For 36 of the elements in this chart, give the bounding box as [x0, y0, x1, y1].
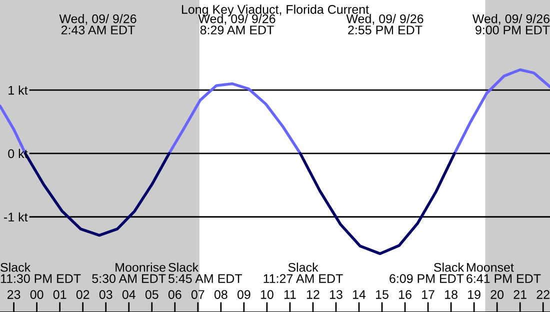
x-tick-label: 02 — [76, 290, 90, 299]
x-tick-label: 09 — [237, 290, 250, 299]
annotation: Slack 11:30 PM EDT — [0, 262, 81, 284]
x-tick-label: 14 — [353, 290, 366, 299]
x-tick-label: 12 — [306, 290, 320, 299]
annotation: Slack 5:45 AM EDT — [168, 262, 242, 284]
x-tick-label: 15 — [376, 290, 388, 299]
x-tick-label: 06 — [168, 290, 182, 299]
x-tick-label: 23 — [7, 290, 20, 299]
x-tick-label: 11 — [284, 290, 296, 299]
annotation: Slack 11:27 AM EDT — [264, 262, 343, 283]
x-tick-label: 04 — [122, 290, 136, 299]
annotation: Moonset 6:41 PM EDT — [466, 263, 541, 284]
annotation: Wed, 09/ 9/26 2:55 PM EDT — [346, 14, 424, 34]
x-tick-label: 17 — [422, 290, 434, 299]
annotation: Slack 6:09 PM EDT — [390, 262, 464, 284]
annotation: Wed, 09/ 9/26 9:00 PM EDT — [472, 14, 550, 34]
x-tick-label: 22 — [536, 290, 550, 299]
annotation: Wed, 09/ 9/26 2:43 AM EDT — [59, 14, 136, 34]
x-tick-label: 05 — [145, 290, 158, 299]
x-tick-label: 08 — [214, 290, 228, 299]
x-tick-label: 07 — [191, 290, 204, 299]
y-tick-label: 1 kt — [8, 86, 28, 95]
x-tick-label: 21 — [514, 290, 526, 299]
y-tick-label: 0 kt — [8, 148, 28, 158]
annotation: Moonrise 5:30 AM EDT — [92, 262, 166, 284]
x-tick-label: 19 — [468, 290, 480, 299]
x-tick-label: 00 — [30, 290, 44, 299]
x-tick-label: 03 — [99, 290, 112, 299]
x-tick-label: 01 — [53, 290, 66, 299]
x-tick-label: 16 — [399, 290, 412, 299]
x-tick-label: 13 — [330, 290, 342, 299]
y-tick-label: -1 kt — [4, 212, 28, 222]
x-tick-label: 10 — [260, 290, 274, 299]
x-tick-label: 18 — [445, 290, 458, 299]
x-tick-label: 20 — [490, 290, 504, 299]
